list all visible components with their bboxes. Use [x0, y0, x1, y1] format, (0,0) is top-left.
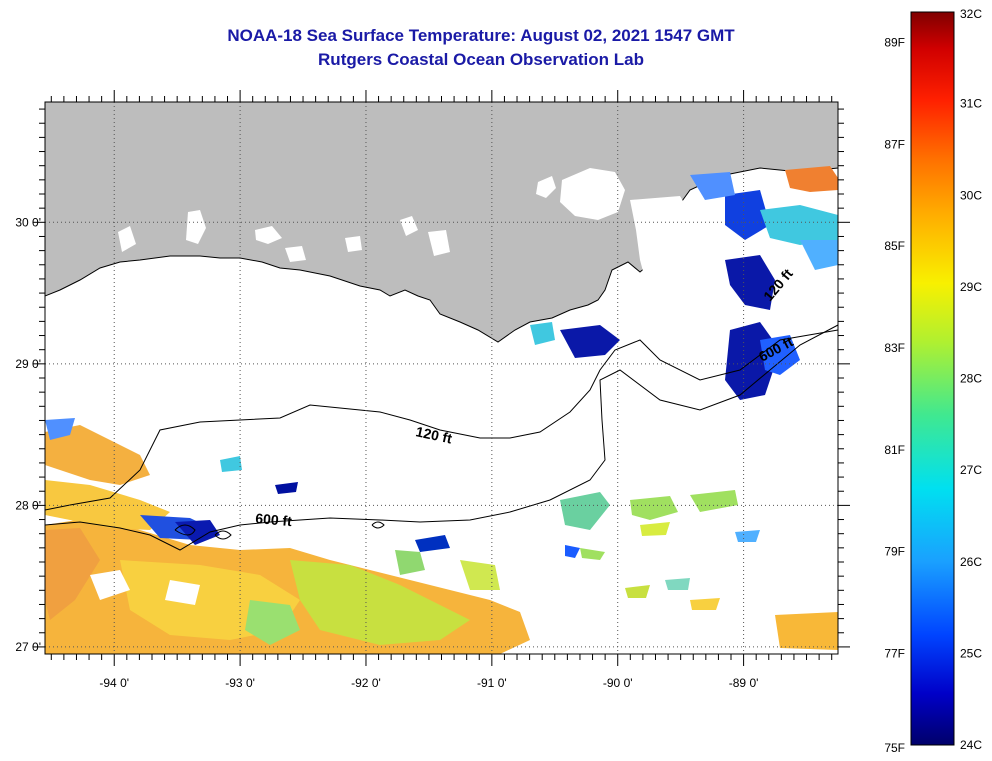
colorbar-celsius-label: 29C	[960, 280, 982, 294]
colorbar-fahrenheit-label: 89F	[884, 36, 905, 50]
inland-water	[428, 230, 450, 256]
inland-water	[285, 246, 306, 262]
inland-water	[186, 210, 206, 244]
lon-tick-label: -94 0'	[99, 676, 129, 690]
colorbar-fahrenheit-label: 87F	[884, 137, 905, 151]
lat-tick-label: 28 0'	[15, 498, 41, 512]
lon-tick-label: -92 0'	[351, 676, 381, 690]
contour-120ft	[45, 329, 838, 511]
lon-tick-label: -93 0'	[225, 676, 255, 690]
colorbar-fahrenheit-label: 85F	[884, 239, 905, 253]
map-subtitle: Rutgers Coastal Ocean Observation Lab	[318, 50, 644, 69]
colorbar-celsius-label: 26C	[960, 555, 982, 569]
contour-label-120ft: 120 ft	[414, 423, 453, 446]
gridlines	[45, 102, 838, 654]
contour-label-600ft-west: 600 ft	[255, 510, 293, 529]
colorbar-fahrenheit-label: 77F	[884, 646, 905, 660]
inland-water	[345, 236, 362, 252]
contour-west-loops	[174, 521, 385, 540]
colorbar-fahrenheit-label: 83F	[884, 341, 905, 355]
lon-tick-label: -89 0'	[729, 676, 759, 690]
colorbar-celsius-label: 31C	[960, 97, 982, 111]
colorbar	[910, 11, 955, 746]
inland-water	[118, 226, 136, 252]
lon-axis-labels: -94 0' -93 0' -92 0' -91 0' -90 0' -89 0'	[99, 676, 758, 690]
axis-ticks	[33, 90, 850, 666]
lat-tick-label: 29 0'	[15, 357, 41, 371]
lat-tick-label: 30 0'	[15, 215, 41, 229]
colorbar-celsius-label: 24C	[960, 738, 982, 752]
colorbar-fahrenheit-labels: 89F 87F 85F 83F 81F 79F 77F 75F	[884, 36, 905, 755]
sst-data-layer	[45, 166, 838, 654]
lat-tick-label: 27 0'	[15, 640, 41, 654]
inland-water	[255, 226, 282, 244]
colorbar-fahrenheit-label: 75F	[884, 741, 905, 755]
colorbar-fahrenheit-label: 81F	[884, 443, 905, 457]
colorbar-celsius-label: 32C	[960, 7, 982, 21]
lon-tick-label: -91 0'	[477, 676, 507, 690]
lake-pontchartrain	[560, 168, 625, 220]
colorbar-celsius-label: 28C	[960, 372, 982, 386]
delta-water	[630, 196, 720, 362]
contour-600ft	[45, 324, 838, 551]
colorbar-fahrenheit-label: 79F	[884, 545, 905, 559]
colorbar-celsius-label: 30C	[960, 188, 982, 202]
colorbar-celsius-label: 25C	[960, 646, 982, 660]
lat-axis-labels: 30 0' 29 0' 28 0' 27 0'	[15, 215, 41, 654]
colorbar-celsius-labels: 32C 31C 30C 29C 28C 27C 26C 25C 24C	[960, 7, 982, 752]
inland-water	[536, 176, 556, 198]
colorbar-celsius-label: 27C	[960, 463, 982, 477]
inland-water	[400, 216, 418, 236]
lon-tick-label: -90 0'	[603, 676, 633, 690]
map-title: NOAA-18 Sea Surface Temperature: August …	[227, 26, 735, 45]
